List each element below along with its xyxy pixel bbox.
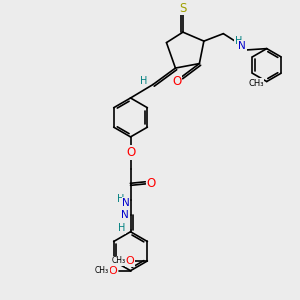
Text: N: N (122, 198, 130, 208)
Text: O: O (126, 146, 135, 159)
Text: CH₃: CH₃ (248, 79, 264, 88)
Text: S: S (179, 2, 187, 15)
Text: CH₃: CH₃ (95, 266, 109, 275)
Text: O: O (109, 266, 118, 276)
Text: H: H (235, 36, 242, 46)
Text: O: O (172, 75, 182, 88)
Text: CH₃: CH₃ (112, 256, 126, 266)
Text: H: H (117, 194, 125, 204)
Text: H: H (140, 76, 148, 86)
Text: N: N (238, 40, 246, 51)
Text: N: N (121, 210, 128, 220)
Text: O: O (146, 177, 155, 190)
Text: O: O (126, 256, 134, 266)
Text: H: H (118, 223, 126, 233)
